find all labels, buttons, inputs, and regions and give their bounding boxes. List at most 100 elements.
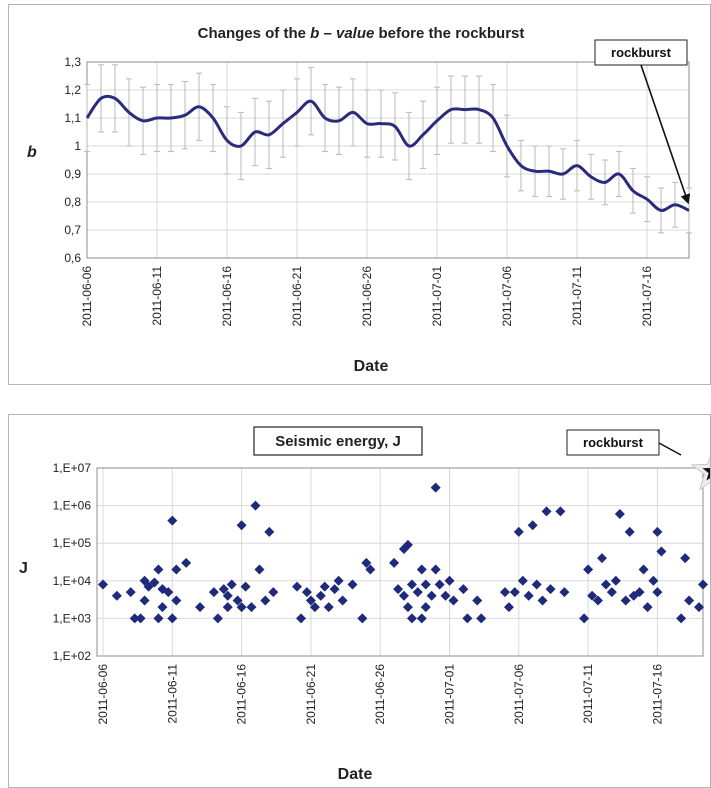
rockburst-star-glow — [690, 456, 710, 491]
chart2-data-point — [98, 579, 108, 590]
chart2-data-point — [163, 587, 174, 598]
chart2-data-point — [153, 564, 164, 575]
chart2-data-point — [250, 500, 261, 511]
chart2-data-point — [232, 595, 243, 606]
rockburst-star-icon — [690, 456, 710, 491]
chart2-data-point — [698, 579, 708, 590]
chart2-data-point — [638, 564, 649, 575]
chart2-data-point — [416, 564, 427, 575]
chart2-data-point — [365, 564, 376, 575]
chart1-y-tick-label: 0,8 — [64, 195, 81, 209]
chart2-rockburst-callout: rockburst — [566, 429, 682, 456]
chart2-data-point — [305, 595, 316, 606]
chart2-y-tick-label: 1,E+05 — [53, 536, 92, 550]
chart2-data-point — [426, 590, 437, 601]
chart2-data-point — [606, 587, 617, 598]
chart2-data-point — [537, 595, 548, 606]
chart2-rockburst-box — [566, 429, 660, 456]
chart2-y-ticks: 1,E+02 1,E+03 1,E+04 1,E+05 1,E+06 1,E+07 — [53, 461, 92, 663]
chart2-data-point — [296, 613, 307, 624]
chart1-x-ticks: 2011-06-06 2011-06-11 2011-06-16 2011-06-21… — [80, 266, 654, 327]
chart1-x-axis-label: Date — [354, 358, 389, 375]
chart2-data-point — [624, 526, 635, 537]
chart1-title: Changes of the b – value before the rock… — [198, 25, 525, 42]
chart2-x-tick-label: 2011-07-06 — [512, 664, 526, 725]
chart2-data-point — [614, 508, 625, 519]
chart2-data-point — [139, 595, 150, 606]
chart2-data-point — [694, 602, 704, 613]
chart2-data-point — [333, 575, 344, 586]
chart2-data-point — [236, 602, 247, 613]
chart2-data-point — [430, 482, 441, 493]
chart2-data-point — [315, 590, 326, 601]
chart1-y-tick-label: 1,2 — [64, 83, 81, 97]
chart2-data-point — [389, 557, 400, 568]
chart2-x-tick-label: 2011-06-11 — [165, 664, 179, 724]
chart1-x-tick-label: 2011-06-11 — [150, 266, 164, 326]
chart2-data-point — [652, 526, 663, 537]
chart2-data-point — [513, 526, 524, 537]
chart2-data-point — [545, 584, 556, 595]
chart2-data-point — [416, 613, 427, 624]
chart2-data-point — [652, 587, 663, 598]
chart2-data-point — [420, 602, 431, 613]
chart2-data-point — [610, 575, 621, 586]
chart2-data-point — [218, 584, 229, 595]
chart1-rockburst-callout: rockburst — [594, 39, 691, 205]
chart2-data-point — [676, 613, 687, 624]
chart2-data-point — [583, 564, 594, 575]
chart2-data-point — [503, 602, 514, 613]
chart2-data-point — [684, 595, 695, 606]
chart1-y-tick-label: 0,7 — [64, 223, 81, 237]
b-value-chart: 0,60,70,80,911,11,21,3 2011-06-06 2011-06… — [27, 25, 692, 375]
chart2-y-tick-label: 1,E+07 — [53, 461, 92, 475]
chart2-data-point — [596, 553, 607, 564]
chart2-data-point — [323, 602, 334, 613]
chart2-data-point — [111, 590, 122, 601]
chart2-data-point — [357, 613, 368, 624]
chart2-data-point — [402, 602, 413, 613]
chart2-data-point — [398, 544, 409, 555]
chart2-rockburst-pointer — [658, 442, 682, 456]
chart1-x-tick-label: 2011-07-06 — [500, 266, 514, 327]
chart1-x-tick-label: 2011-06-21 — [290, 266, 304, 327]
chart1-y-axis-label: b — [27, 144, 37, 161]
chart2-y-tick-label: 1,E+06 — [53, 499, 92, 513]
chart2-data-point — [135, 613, 146, 624]
chart2-data-point — [444, 575, 455, 586]
chart2-x-tick-label: 2011-06-26 — [373, 664, 387, 725]
chart2-data-point — [420, 579, 431, 590]
chart1-y-ticks: 0,6 0,7 0,8 0,9 1 1,1 1,2 1,3 — [64, 55, 81, 265]
chart2-x-ticks: 2011-06-06 2011-06-11 2011-06-16 2011-06-21… — [96, 664, 664, 725]
chart2-data-point — [406, 613, 417, 624]
chart2-y-axis-label: J — [19, 560, 28, 577]
chart2-data-point — [319, 581, 330, 592]
chart2-data-point — [527, 520, 538, 531]
chart2-data-point — [531, 579, 542, 590]
chart1-x-tick-label: 2011-07-11 — [570, 266, 584, 326]
chart2-data-point — [642, 602, 653, 613]
chart2-data-point — [555, 506, 566, 517]
chart2-x-tick-label: 2011-06-21 — [304, 664, 318, 725]
chart2-data-point — [587, 590, 598, 601]
chart2-y-tick-label: 1,E+03 — [53, 611, 92, 625]
chart2-data-point — [634, 587, 645, 598]
chart2-data-point — [462, 613, 473, 624]
chart2-data-point — [434, 579, 445, 590]
chart2-data-point — [600, 579, 611, 590]
rockburst-star-mark — [702, 468, 710, 481]
chart2-data-point — [523, 590, 534, 601]
chart1-x-tick-label: 2011-06-16 — [220, 266, 234, 327]
chart2-x-tick-label: 2011-07-01 — [443, 664, 457, 725]
chart2-data-point — [212, 613, 223, 624]
chart1-y-tick-label: 1,1 — [64, 111, 81, 125]
seismic-energy-chart-panel: 1,E+02 1,E+03 1,E+04 1,E+05 1,E+06 1,E+07 201… — [8, 414, 711, 788]
chart2-data-point — [509, 587, 520, 598]
chart2-data-point — [398, 590, 409, 601]
chart2-data-point — [149, 577, 160, 588]
chart2-data-point — [517, 575, 528, 586]
chart1-y-tick-label: 0,6 — [64, 251, 81, 265]
chart2-data-point — [222, 602, 233, 613]
chart2-data-point — [157, 602, 168, 613]
chart2-data-point — [171, 595, 182, 606]
